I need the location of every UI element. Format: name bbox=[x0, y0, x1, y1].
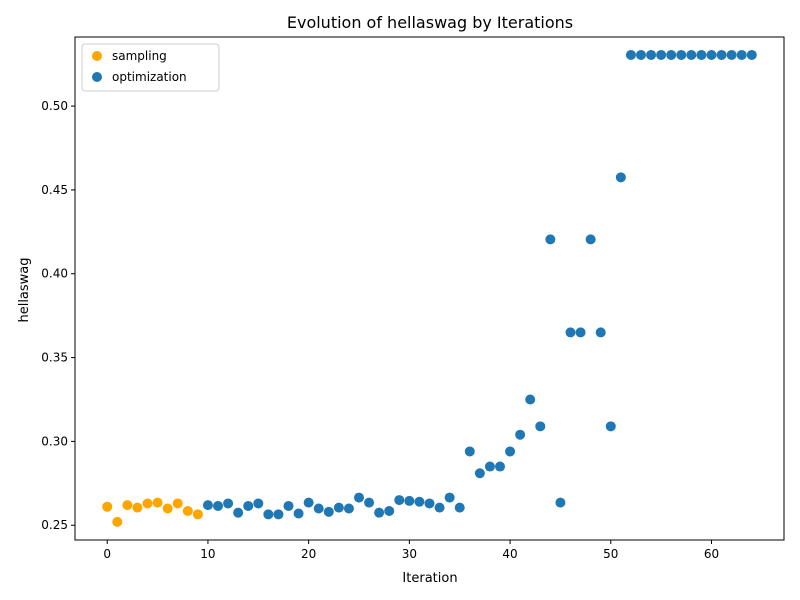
data-point-optimization bbox=[444, 492, 455, 503]
data-point-optimization bbox=[706, 49, 717, 60]
data-point-optimization bbox=[575, 327, 586, 338]
legend-marker-optimization bbox=[92, 72, 102, 82]
legend-label-optimization: optimization bbox=[112, 70, 187, 84]
data-point-optimization bbox=[243, 500, 254, 511]
data-point-sampling bbox=[142, 498, 153, 509]
y-tick-label: 0.45 bbox=[41, 183, 68, 197]
data-point-optimization bbox=[565, 327, 576, 338]
data-point-sampling bbox=[102, 501, 113, 512]
data-point-sampling bbox=[152, 497, 163, 508]
data-point-optimization bbox=[273, 509, 284, 520]
data-point-optimization bbox=[716, 49, 727, 60]
data-point-optimization bbox=[283, 500, 294, 511]
data-point-optimization bbox=[494, 461, 505, 472]
data-point-optimization bbox=[343, 503, 354, 514]
data-point-optimization bbox=[323, 506, 334, 517]
data-point-sampling bbox=[122, 500, 133, 511]
legend-label-sampling: sampling bbox=[112, 49, 167, 63]
data-point-optimization bbox=[454, 502, 465, 513]
data-point-optimization bbox=[696, 49, 707, 60]
data-point-optimization bbox=[605, 421, 616, 432]
data-point-optimization bbox=[394, 495, 405, 506]
legend-box bbox=[81, 43, 220, 92]
chart-title: Evolution of hellaswag by Iterations bbox=[287, 13, 573, 32]
data-point-sampling bbox=[112, 516, 123, 527]
data-point-optimization bbox=[213, 500, 224, 511]
y-tick-label: 0.30 bbox=[41, 434, 68, 448]
data-point-optimization bbox=[535, 421, 546, 432]
x-tick-label: 20 bbox=[301, 547, 316, 561]
data-point-optimization bbox=[313, 503, 324, 514]
data-point-optimization bbox=[354, 492, 365, 503]
data-point-optimization bbox=[474, 468, 485, 479]
data-point-optimization bbox=[384, 505, 395, 516]
data-point-optimization bbox=[223, 498, 234, 509]
data-point-optimization bbox=[666, 49, 677, 60]
x-tick-label: 50 bbox=[603, 547, 618, 561]
data-point-optimization bbox=[233, 507, 244, 518]
data-point-optimization bbox=[333, 502, 344, 513]
data-point-optimization bbox=[464, 446, 475, 457]
axis-ticks: 0 10 20 30 40 50 60 0.25 0.30 0.35 0.40 0.45 0.50 bbox=[41, 99, 719, 561]
y-tick-label: 0.25 bbox=[41, 518, 68, 532]
data-point-optimization bbox=[656, 49, 667, 60]
data-point-optimization bbox=[303, 497, 314, 508]
data-point-optimization bbox=[414, 496, 425, 507]
y-tick-label: 0.40 bbox=[41, 267, 68, 281]
data-point-optimization bbox=[686, 49, 697, 60]
y-tick-label: 0.50 bbox=[41, 99, 68, 113]
data-point-optimization bbox=[585, 234, 596, 245]
y-axis-label: hellaswag bbox=[17, 257, 32, 322]
x-axis-label: Iteration bbox=[402, 571, 457, 586]
data-point-optimization bbox=[253, 498, 264, 509]
data-point-optimization bbox=[202, 500, 213, 511]
data-point-sampling bbox=[182, 505, 193, 516]
plot-frame bbox=[74, 36, 785, 541]
data-point-optimization bbox=[736, 49, 747, 60]
legend: sampling optimization bbox=[81, 43, 220, 92]
data-point-optimization bbox=[746, 49, 757, 60]
data-point-optimization bbox=[515, 429, 526, 440]
data-point-optimization bbox=[293, 508, 304, 519]
legend-marker-sampling bbox=[92, 51, 102, 61]
data-point-optimization bbox=[424, 498, 435, 509]
data-point-optimization bbox=[625, 49, 636, 60]
data-point-sampling bbox=[162, 503, 173, 514]
data-point-optimization bbox=[525, 394, 536, 405]
data-point-optimization bbox=[555, 497, 566, 508]
x-tick-label: 10 bbox=[200, 547, 215, 561]
data-points bbox=[102, 49, 757, 527]
x-tick-label: 60 bbox=[704, 547, 719, 561]
x-tick-label: 0 bbox=[103, 547, 111, 561]
data-point-optimization bbox=[404, 495, 415, 506]
x-tick-label: 40 bbox=[502, 547, 517, 561]
data-point-optimization bbox=[635, 49, 646, 60]
data-point-sampling bbox=[172, 498, 183, 509]
data-point-sampling bbox=[192, 509, 203, 520]
data-point-optimization bbox=[676, 49, 687, 60]
data-point-optimization bbox=[545, 234, 556, 245]
data-point-optimization bbox=[595, 327, 606, 338]
data-point-optimization bbox=[263, 509, 274, 520]
data-point-optimization bbox=[505, 446, 516, 457]
data-point-optimization bbox=[434, 502, 445, 513]
data-point-sampling bbox=[132, 502, 143, 513]
y-tick-label: 0.35 bbox=[41, 351, 68, 365]
x-tick-label: 30 bbox=[402, 547, 417, 561]
data-point-optimization bbox=[726, 49, 737, 60]
data-point-optimization bbox=[364, 497, 375, 508]
data-point-optimization bbox=[646, 49, 657, 60]
data-point-optimization bbox=[484, 461, 495, 472]
data-point-optimization bbox=[615, 172, 626, 183]
data-point-optimization bbox=[374, 507, 385, 518]
